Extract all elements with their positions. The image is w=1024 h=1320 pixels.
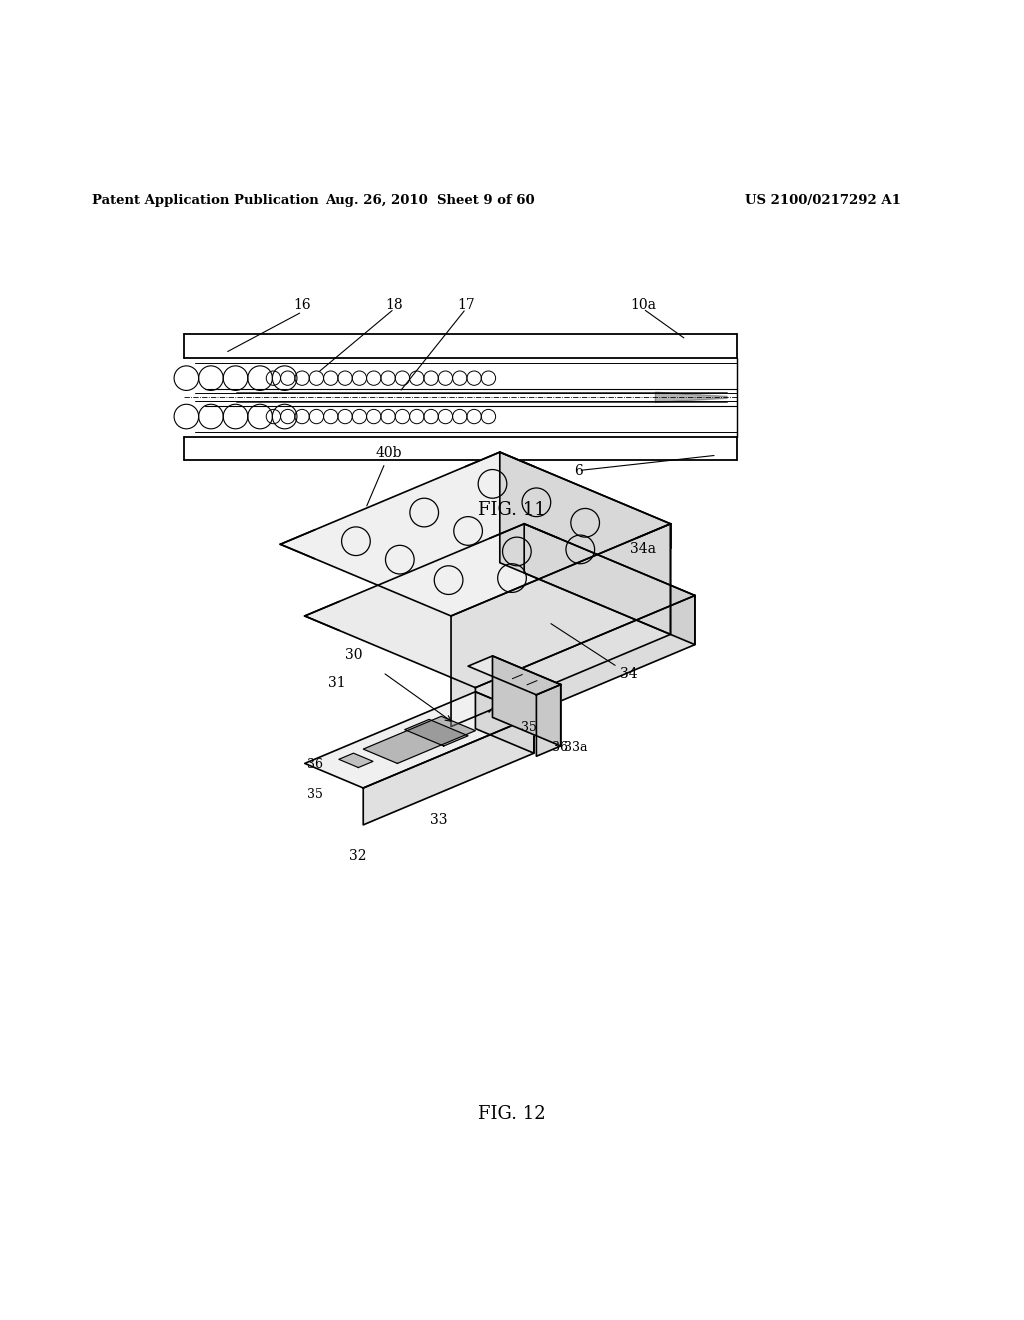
Text: 18: 18 (385, 298, 403, 312)
Text: 35: 35 (307, 788, 324, 801)
Polygon shape (493, 656, 561, 746)
Polygon shape (404, 719, 468, 746)
Text: 40b: 40b (367, 446, 402, 506)
Text: US 2100/0217292 A1: US 2100/0217292 A1 (745, 194, 901, 207)
Polygon shape (339, 754, 373, 767)
Text: FIG. 12: FIG. 12 (478, 1105, 546, 1123)
Polygon shape (500, 453, 671, 635)
Polygon shape (537, 685, 561, 756)
Text: 33a: 33a (563, 741, 587, 754)
Polygon shape (655, 392, 727, 403)
Text: 17: 17 (457, 298, 475, 312)
Polygon shape (364, 717, 475, 763)
Text: 33: 33 (430, 813, 447, 826)
Text: 34a: 34a (630, 543, 655, 557)
Text: 34: 34 (551, 623, 638, 681)
Text: 6: 6 (574, 463, 583, 478)
Polygon shape (475, 595, 695, 737)
Polygon shape (451, 524, 671, 726)
Polygon shape (305, 524, 695, 688)
Text: 31: 31 (328, 676, 345, 689)
Text: 36: 36 (307, 758, 324, 771)
Polygon shape (364, 717, 534, 825)
Polygon shape (305, 692, 534, 788)
Text: FIG. 11: FIG. 11 (478, 502, 546, 519)
Text: 36: 36 (552, 741, 567, 754)
Polygon shape (475, 692, 534, 754)
Text: 32: 32 (348, 849, 367, 863)
Polygon shape (524, 524, 695, 644)
Text: 30: 30 (345, 648, 362, 663)
Text: Aug. 26, 2010  Sheet 9 of 60: Aug. 26, 2010 Sheet 9 of 60 (326, 194, 535, 207)
Polygon shape (281, 453, 671, 616)
Text: Patent Application Publication: Patent Application Publication (92, 194, 318, 207)
Polygon shape (468, 656, 561, 694)
Text: 35: 35 (521, 721, 537, 734)
Text: 10a: 10a (630, 298, 656, 312)
Text: 16: 16 (293, 298, 311, 312)
